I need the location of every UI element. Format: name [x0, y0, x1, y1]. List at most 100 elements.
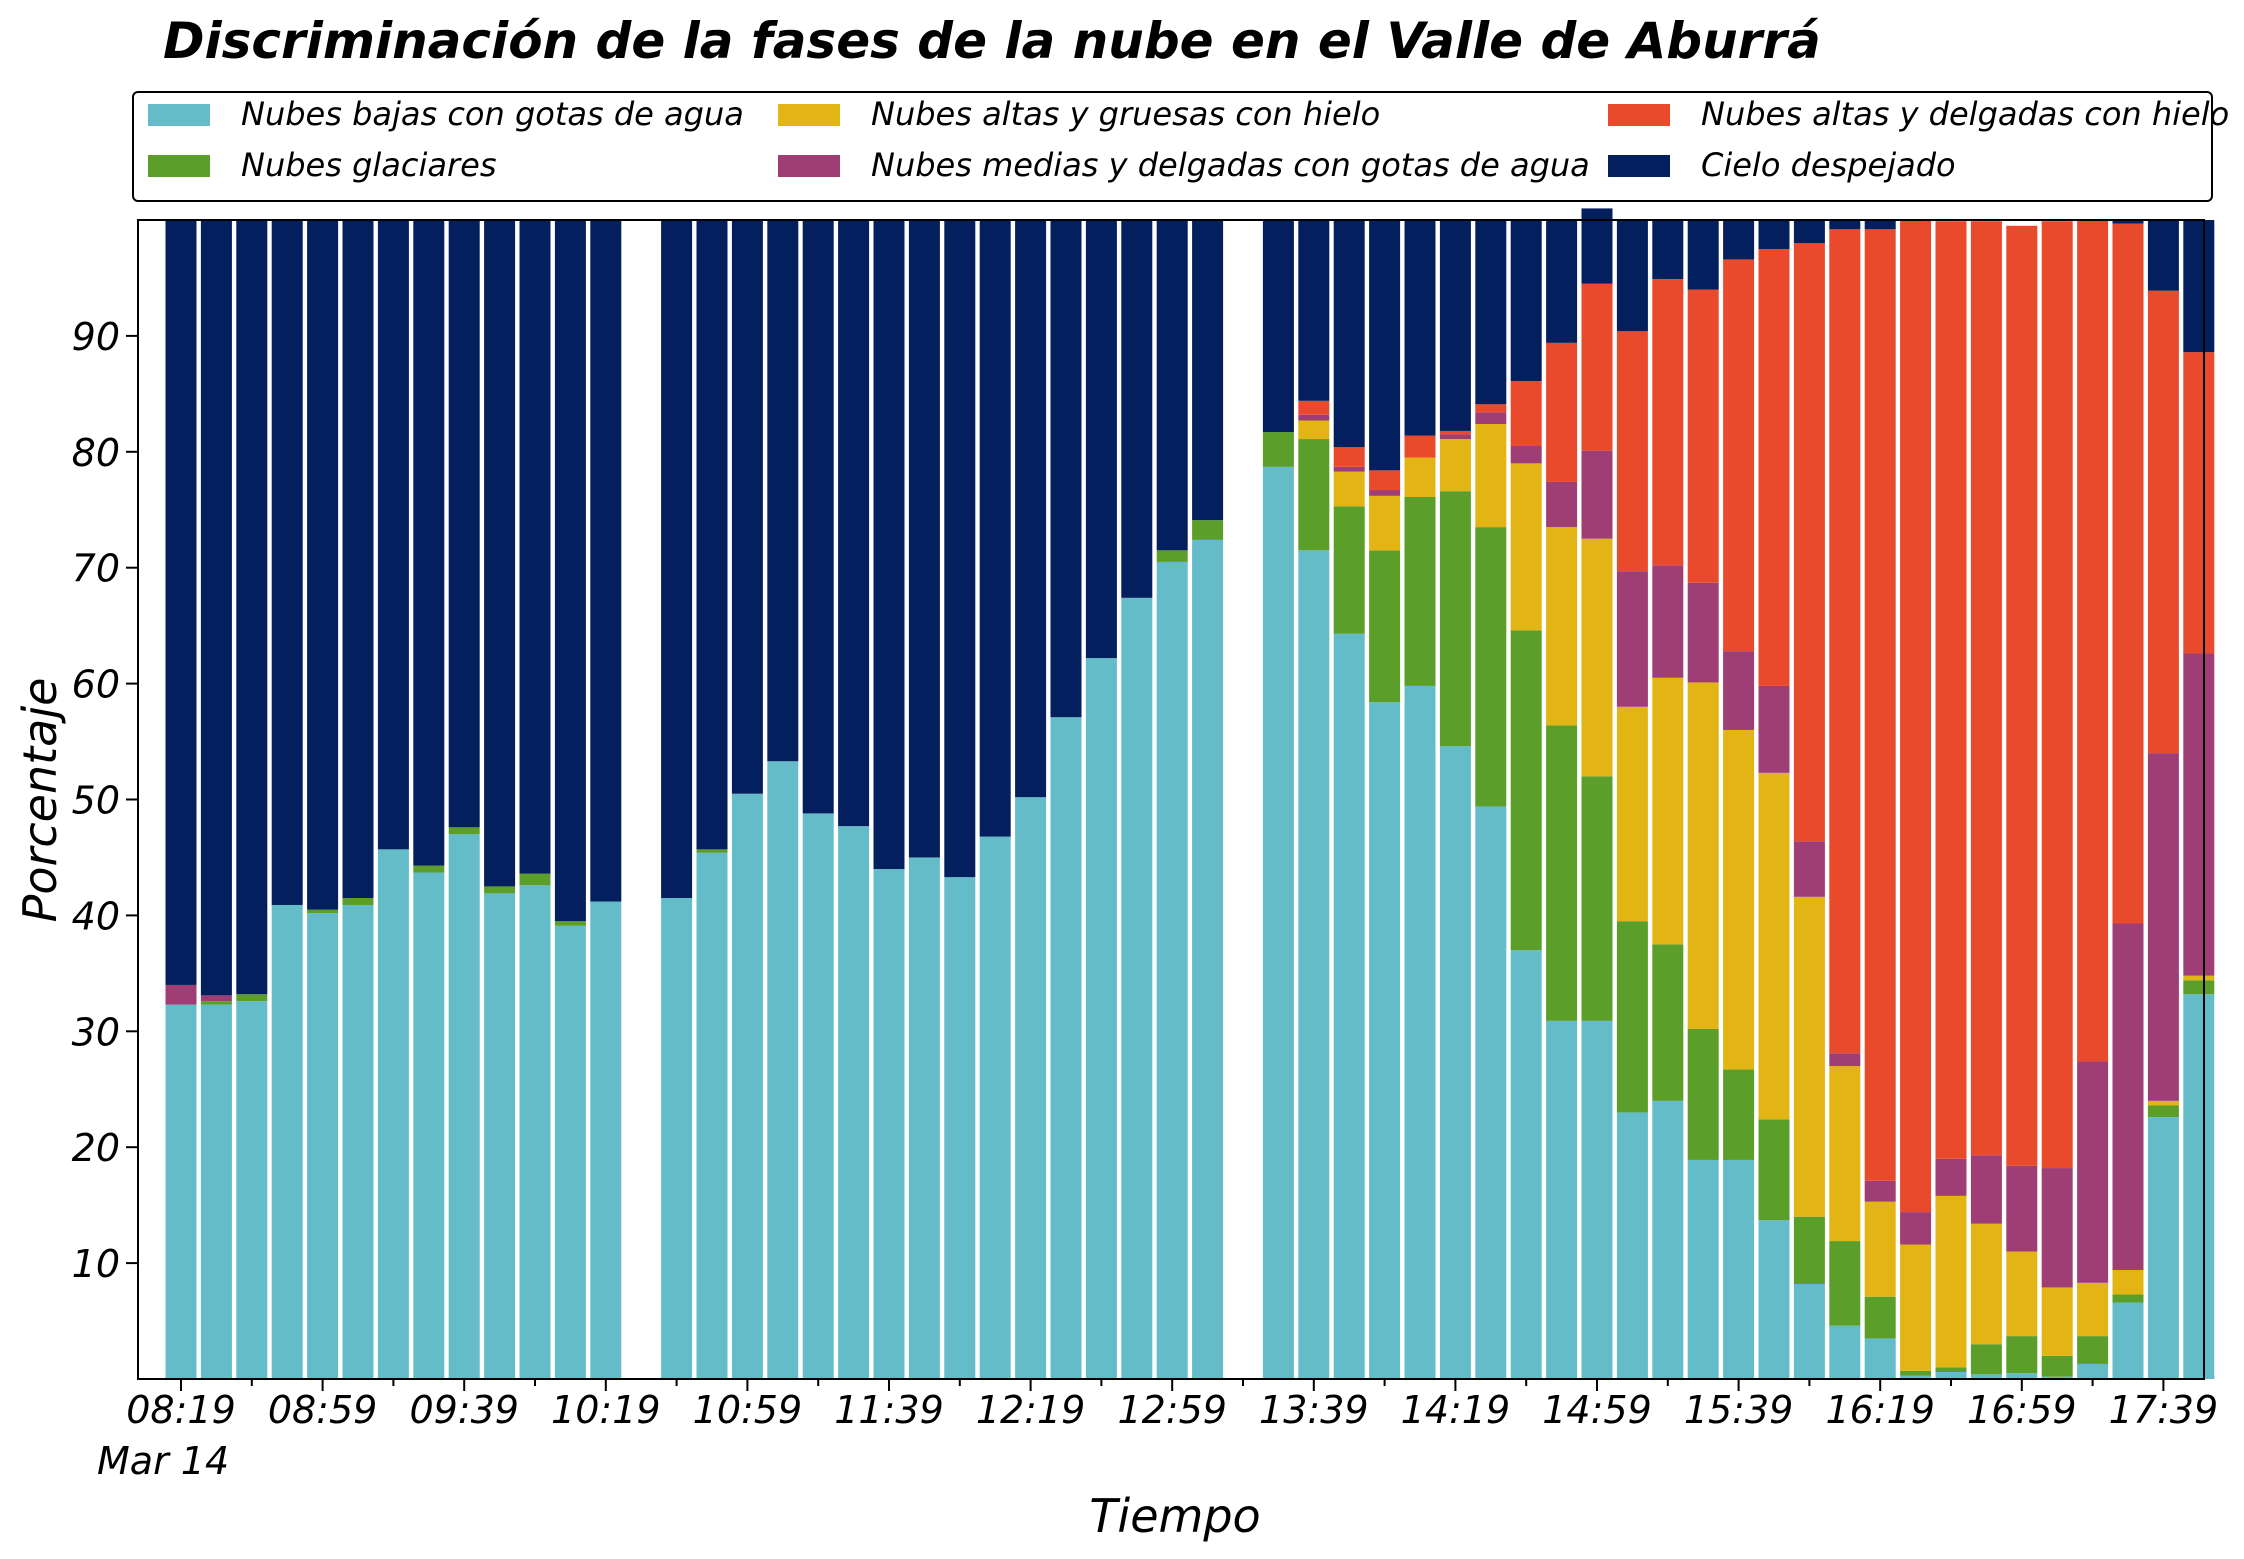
bar-segment-1519-s5 [1652, 220, 1684, 280]
bar-segment-1729-s1 [2112, 1294, 2144, 1303]
bar-segment-1719-s1 [2077, 1336, 2109, 1364]
bar-segment-1729-s5 [2112, 220, 2144, 224]
y-tick-label-90: 90 [72, 315, 120, 359]
bar-segment-1609-s4 [1829, 229, 1861, 1054]
bar-segment-1339-s5 [1298, 220, 1330, 401]
bar-segment-1449-s2 [1546, 527, 1578, 726]
bar-segment-1529-s4 [1687, 289, 1719, 583]
bar-segment-1609-s0 [1829, 1325, 1861, 1379]
bar-segment-1429-s1 [1475, 527, 1507, 807]
bar-segment-1259-s1 [1156, 550, 1188, 562]
legend-label-0: Nubes bajas con gotas de agua [241, 95, 744, 133]
bar-segment-0949-s0 [484, 893, 516, 1379]
bar-segment-1549-s1 [1758, 1119, 1790, 1221]
bar-segment-1539-s2 [1723, 729, 1755, 1070]
bar-segment-1359-s4 [1369, 470, 1401, 491]
y-axis-label: Porcentaje [13, 678, 67, 923]
bar-segment-1249-s5 [1121, 220, 1153, 598]
bar-segment-1639-s2 [1935, 1195, 1967, 1368]
bar-segment-1049-s0 [696, 852, 728, 1379]
legend: Nubes bajas con gotas de agua Nubes glaci… [132, 91, 2229, 202]
x-axis-label: Tiempo [1089, 1489, 1260, 1543]
bar-segment-1349-s0 [1333, 633, 1365, 1379]
bar-segment-1509-s5 [1616, 220, 1648, 332]
bar-segment-1739-s3 [2147, 753, 2179, 1101]
bar-segment-0909-s5 [342, 220, 374, 899]
bar-segment-1639-s1 [1935, 1367, 1967, 1373]
bar-segment-1449-s4 [1546, 342, 1578, 482]
bar-segment-1439-s1 [1510, 630, 1542, 951]
bar-segment-1209-s5 [979, 220, 1011, 837]
bar-segment-1129-s0 [838, 826, 870, 1379]
bar-segment-1329-s0 [1262, 466, 1294, 1379]
bar-segment-1249-s0 [1121, 597, 1153, 1379]
bar-segment-1459-s2 [1581, 538, 1613, 777]
bar-segment-1349-s1 [1333, 506, 1365, 634]
y-tick-label-20: 20 [72, 1126, 120, 1170]
bar-segment-1149-s0 [908, 857, 940, 1379]
bar-segment-1629-s1 [1900, 1370, 1932, 1376]
bar-segment-1549-s2 [1758, 772, 1790, 1120]
bar-segment-1719-s4 [2077, 220, 2109, 1062]
bar-segment-1549-s3 [1758, 685, 1790, 773]
y-tick-label-80: 80 [72, 431, 120, 475]
bar-segment-1529-s5 [1687, 220, 1719, 290]
bar-segment-1439-s2 [1510, 463, 1542, 631]
bar-segment-1409-s4 [1404, 435, 1436, 458]
bar-segment-1349-s2 [1333, 471, 1365, 507]
bar-segment-0859-s0 [307, 913, 339, 1379]
bar-segment-0939-s5 [448, 220, 480, 828]
bar-segment-0959-s5 [519, 220, 551, 874]
legend-swatch-2 [778, 104, 840, 126]
bar-segment-1559-s2 [1793, 896, 1825, 1217]
x-tick-label-1059: 10:59 [693, 1388, 803, 1432]
bar-segment-0839-s1 [236, 994, 268, 1002]
bar-segment-1449-s3 [1546, 481, 1578, 528]
bar-segment-1749-s1 [2183, 980, 2215, 995]
bar-segment-1559-s3 [1793, 841, 1825, 897]
bar-segment-0959-s0 [519, 885, 551, 1379]
bar-segment-1659-s0 [2006, 1373, 2038, 1379]
bar-segment-1529-s1 [1687, 1028, 1719, 1160]
y-tick-label-70: 70 [72, 547, 120, 591]
bar-segment-1749-s4 [2183, 352, 2215, 654]
legend-label-4: Nubes altas y delgadas con hielo [1701, 95, 2229, 133]
legend-swatch-1 [148, 155, 210, 177]
bar-segment-0829-s3 [200, 995, 232, 1002]
legend-swatch-5 [1608, 155, 1670, 177]
bar-segment-1149-s5 [908, 220, 940, 858]
bar-segment-1129-s5 [838, 220, 870, 827]
bar-segment-0819-s3 [165, 984, 197, 1005]
x-tick-label-0939: 09:39 [409, 1388, 519, 1432]
bar-segment-1619-s4 [1864, 229, 1896, 1181]
bar-segment-1539-s0 [1723, 1159, 1755, 1379]
bar-segment-1649-s0 [1970, 1374, 2002, 1379]
bar-segment-1459-s4 [1581, 283, 1613, 451]
bar-segment-1409-s1 [1404, 497, 1436, 686]
bar-segment-1509-s4 [1616, 331, 1648, 572]
y-tick-label-50: 50 [72, 779, 120, 823]
legend-label-1: Nubes glaciares [241, 146, 496, 184]
bar-segment-1159-s5 [944, 220, 976, 878]
bar-segment-0929-s5 [413, 220, 445, 866]
bar-segment-1639-s3 [1935, 1158, 1967, 1196]
bar-segment-1449-s5 [1546, 220, 1578, 343]
bar-segment-1739-s2 [2147, 1100, 2179, 1106]
bar-segment-1619-s0 [1864, 1338, 1896, 1379]
bar-segment-1649-s3 [1970, 1155, 2002, 1224]
bar-segment-1649-s2 [1970, 1223, 2002, 1345]
bar-segment-1629-s0 [1900, 1375, 1932, 1379]
bar-segment-1609-s5 [1829, 220, 1861, 230]
bar-segment-1749-s0 [2183, 994, 2215, 1379]
bar-segment-0829-s0 [200, 1004, 232, 1379]
bar-segment-1659-s2 [2006, 1251, 2038, 1337]
bar-segment-1539-s3 [1723, 651, 1755, 730]
bar-segment-1439-s4 [1510, 381, 1542, 446]
bar-segment-1529-s3 [1687, 582, 1719, 683]
x-tick-label-1339: 13:39 [1259, 1388, 1369, 1432]
bar-segment-1709-s1 [2041, 1355, 2073, 1377]
bar-segment-1419-s5 [1439, 220, 1471, 431]
bar-segment-0849-s0 [271, 904, 303, 1379]
bar-segment-1429-s4 [1475, 404, 1507, 413]
